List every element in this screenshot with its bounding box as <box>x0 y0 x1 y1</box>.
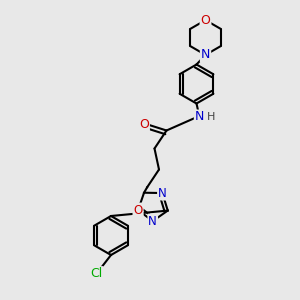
Text: N: N <box>195 110 204 124</box>
Text: Cl: Cl <box>91 267 103 280</box>
Text: N: N <box>148 214 157 228</box>
Text: O: O <box>139 118 149 131</box>
Text: O: O <box>201 14 210 27</box>
Text: N: N <box>201 48 210 62</box>
Text: H: H <box>207 112 215 122</box>
Text: O: O <box>134 204 143 217</box>
Text: N: N <box>158 187 167 200</box>
